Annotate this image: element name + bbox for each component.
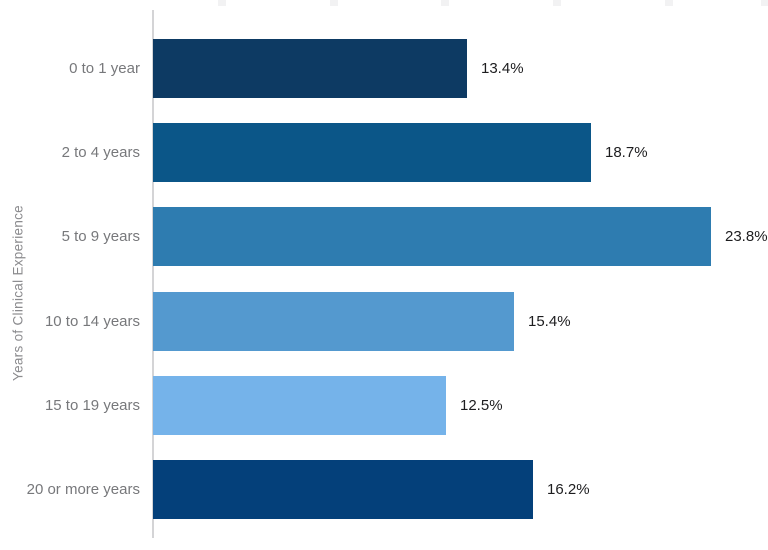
- category-label: 0 to 1 year: [69, 60, 140, 77]
- value-label: 23.8%: [725, 228, 768, 245]
- bar-row: 10 to 14 years 15.4%: [0, 292, 768, 351]
- x-axis-tick: [441, 0, 449, 6]
- bar[interactable]: [153, 123, 591, 182]
- bar[interactable]: [153, 292, 514, 351]
- y-axis-line: [152, 10, 154, 538]
- bar-row: 5 to 9 years 23.8%: [0, 207, 768, 266]
- bar[interactable]: [153, 460, 533, 519]
- value-label: 15.4%: [528, 313, 571, 330]
- category-label: 2 to 4 years: [61, 144, 140, 161]
- value-label: 12.5%: [460, 397, 503, 414]
- x-axis-tick: [330, 0, 338, 6]
- category-label: 5 to 9 years: [61, 228, 140, 245]
- bar[interactable]: [153, 207, 711, 266]
- bar-row: 20 or more years 16.2%: [0, 460, 768, 519]
- category-label: 10 to 14 years: [44, 313, 140, 330]
- bar-row: 2 to 4 years 18.7%: [0, 123, 768, 182]
- bar-row: 0 to 1 year 13.4%: [0, 39, 768, 98]
- value-label: 13.4%: [481, 60, 524, 77]
- x-axis-tick: [553, 0, 561, 6]
- bar-row: 15 to 19 years 12.5%: [0, 376, 768, 435]
- bar[interactable]: [153, 39, 467, 98]
- category-label: 20 or more years: [26, 481, 140, 498]
- bar[interactable]: [153, 376, 446, 435]
- value-label: 18.7%: [605, 144, 648, 161]
- x-axis-tick: [665, 0, 673, 6]
- value-label: 16.2%: [547, 481, 590, 498]
- category-label: 15 to 19 years: [44, 397, 140, 414]
- x-axis-tick: [218, 0, 226, 6]
- x-axis-tick: [761, 0, 768, 6]
